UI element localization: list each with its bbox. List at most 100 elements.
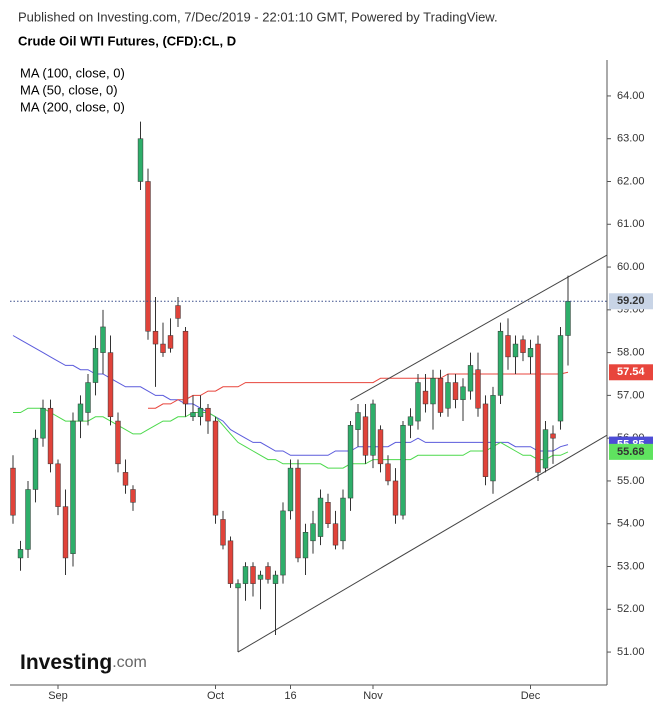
candle-body — [32, 437, 39, 490]
header: Published on Investing.com, 7/Dec/2019 -… — [18, 9, 498, 24]
logo-suffix: .com — [112, 654, 147, 671]
candle-body — [557, 335, 564, 422]
candle-body — [92, 348, 99, 383]
candle-body — [535, 343, 541, 473]
candle-body — [280, 510, 286, 576]
candle-body — [47, 407, 54, 465]
candle-body — [497, 330, 504, 396]
candle-body — [55, 463, 61, 507]
candle-body — [190, 412, 196, 418]
candle-body — [460, 386, 466, 400]
candle-body — [205, 407, 211, 422]
candle-body — [107, 352, 114, 418]
candle-body — [407, 416, 414, 426]
candle-body — [467, 365, 474, 392]
candle-body — [332, 523, 339, 546]
y-tick-label: 52.00 — [617, 603, 645, 615]
candle-body — [25, 489, 31, 550]
candle-body — [505, 335, 511, 358]
x-tick-label: 16 — [284, 690, 296, 702]
legend-entry: MA (50, close, 0) — [20, 82, 118, 97]
candle-body — [160, 343, 166, 353]
candle-body — [235, 583, 241, 589]
candle-body — [295, 467, 301, 559]
x-tick-label: Dec — [521, 690, 541, 702]
candle-body — [115, 420, 121, 465]
x-tick-label: Sep — [48, 690, 68, 702]
candle-body — [392, 480, 399, 516]
candle-body — [40, 407, 46, 439]
candle-body — [250, 566, 256, 584]
y-tick-label: 55.00 — [617, 475, 645, 487]
price-tag — [609, 293, 653, 310]
trendline — [237, 434, 608, 653]
candle-body — [272, 574, 279, 584]
legend-entry: MA (200, close, 0) — [20, 99, 125, 114]
y-tick-label: 53.00 — [617, 560, 645, 572]
candle-body — [550, 433, 556, 439]
y-tick-label: 62.00 — [617, 175, 645, 187]
y-tick-label: 64.00 — [617, 90, 645, 102]
candle-body — [430, 378, 436, 405]
price-tag-label: 55.68 — [617, 446, 645, 458]
candle-body — [302, 532, 309, 559]
y-tick-label: 60.00 — [617, 261, 645, 273]
trendline — [350, 254, 608, 401]
candle-body — [265, 566, 271, 580]
chart-title: Crude Oil WTI Futures, (CFD):CL, D — [18, 33, 236, 48]
price-tag-label: 57.54 — [617, 366, 645, 378]
candle-body — [182, 330, 189, 405]
candle-body — [62, 506, 69, 559]
candle-body — [475, 369, 481, 409]
candle-body — [152, 330, 159, 345]
candle-body — [167, 335, 174, 349]
y-tick-label: 54.00 — [617, 518, 645, 530]
candle-body — [355, 412, 361, 430]
price-tag — [609, 364, 653, 381]
candle-body — [77, 403, 84, 422]
candle-body — [227, 540, 234, 584]
logo: Investing.com — [20, 651, 147, 674]
candle-body — [482, 403, 489, 477]
ma-line — [148, 371, 569, 409]
y-tick-label: 58.00 — [617, 347, 645, 359]
candle-body — [10, 467, 16, 516]
candle-body — [310, 523, 316, 542]
candle-body — [452, 382, 459, 400]
candle-body — [377, 429, 384, 465]
candle-body — [122, 472, 129, 486]
candle-body — [437, 378, 444, 413]
ma-line — [12, 335, 569, 456]
y-tick-label: 61.00 — [617, 218, 645, 230]
candle-body — [445, 382, 451, 409]
candle-body — [175, 305, 181, 319]
candle-body — [242, 566, 249, 584]
candle-body — [415, 382, 421, 422]
y-tick-label: 63.00 — [617, 133, 645, 145]
x-tick-label: Nov — [363, 690, 383, 702]
candle-body — [100, 326, 106, 353]
price-tag-label: 59.20 — [617, 295, 645, 307]
candle-body — [490, 395, 496, 482]
candle-body — [520, 339, 526, 353]
candle-body — [370, 403, 376, 456]
y-tick-label: 57.00 — [617, 389, 645, 401]
candle-body — [197, 407, 204, 418]
candle-body — [362, 416, 369, 456]
x-tick-label: Oct — [207, 690, 224, 702]
candle-body — [130, 489, 136, 503]
candle-body — [212, 420, 219, 516]
y-tick-label: 51.00 — [617, 646, 645, 658]
legend-entry: MA (100, close, 0) — [20, 65, 125, 80]
candle-body — [145, 181, 151, 332]
candle-body — [422, 390, 429, 405]
candle-body — [70, 420, 76, 554]
candle-body — [347, 425, 354, 499]
candle-body — [385, 463, 391, 482]
candle-body — [542, 429, 549, 469]
candle-body — [257, 574, 264, 580]
logo-main: Investing — [20, 651, 112, 674]
candle-body — [317, 497, 324, 537]
candle-body — [527, 348, 534, 358]
